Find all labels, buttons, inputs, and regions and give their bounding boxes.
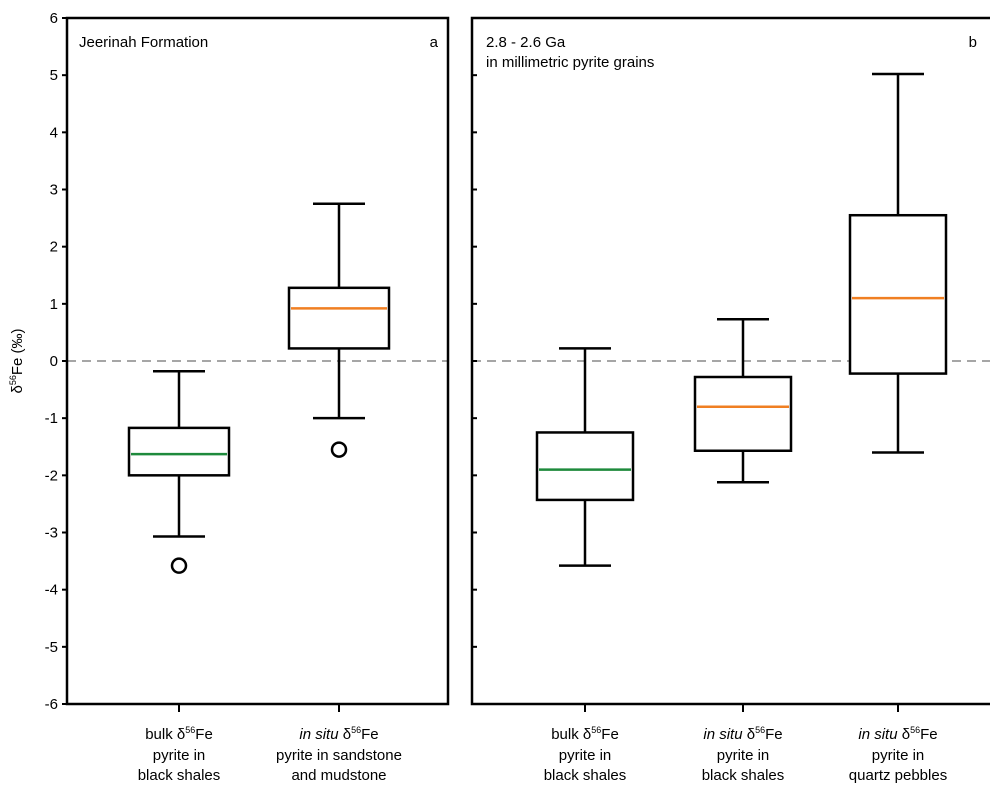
outlier-point bbox=[330, 441, 348, 458]
y-tick-label: 5 bbox=[50, 67, 58, 84]
y-tick-label: 6 bbox=[50, 10, 58, 27]
y-tick-label: 0 bbox=[50, 353, 58, 370]
y-tick-label: -2 bbox=[45, 467, 58, 484]
category-label-line: pyrite in bbox=[717, 747, 770, 764]
y-tick-label: 2 bbox=[50, 239, 58, 256]
category-label-line: black shales bbox=[138, 767, 221, 784]
category-label-line: in situ δ56Fe bbox=[858, 725, 937, 743]
category-label-line: pyrite in bbox=[153, 747, 206, 764]
category-label-line: bulk δ56Fe bbox=[551, 725, 619, 743]
category-label-line: and mudstone bbox=[291, 767, 386, 784]
panel-letter: a bbox=[430, 34, 439, 51]
y-axis-label: δ56Fe (‰) bbox=[8, 328, 26, 393]
panel-b: 2.8 - 2.6 Ga in millimetric pyrite grains… bbox=[470, 16, 990, 784]
panel-letter: b bbox=[969, 34, 977, 51]
category-label-line: bulk δ56Fe bbox=[145, 725, 213, 743]
iqr-box bbox=[848, 213, 948, 375]
category-label-line: black shales bbox=[544, 767, 627, 784]
outlier-point bbox=[170, 557, 188, 574]
category-label-line: pyrite in bbox=[872, 747, 925, 764]
panel-title: Jeerinah Formation bbox=[79, 34, 208, 51]
category-label-line: black shales bbox=[702, 767, 785, 784]
iqr-box bbox=[127, 426, 231, 477]
y-tick-label: 1 bbox=[50, 296, 58, 313]
y-tick-label: -3 bbox=[45, 525, 58, 542]
panel-a: 6 5 4 3 2 1 0 -1 -2 -3 -4 -5 -6 Jeerinah Formation a bu… bbox=[45, 10, 450, 784]
y-tick-label: 3 bbox=[50, 182, 58, 199]
iqr-box bbox=[693, 375, 793, 453]
y-tick-label: -5 bbox=[45, 639, 58, 656]
category-label-line: quartz pebbles bbox=[849, 767, 947, 784]
y-tick-label: 4 bbox=[50, 124, 58, 141]
iqr-box bbox=[535, 431, 635, 502]
y-tick-label: -6 bbox=[45, 696, 58, 713]
category-label-line: in situ δ56Fe bbox=[703, 725, 782, 743]
panel-title: in millimetric pyrite grains bbox=[486, 54, 654, 71]
y-tick-label: -4 bbox=[45, 582, 58, 599]
category-label-line: pyrite in sandstone bbox=[276, 747, 402, 764]
category-label-line: in situ δ56Fe bbox=[299, 725, 378, 743]
y-tick-label: -1 bbox=[45, 410, 58, 427]
iqr-box bbox=[287, 286, 391, 350]
panel-title: 2.8 - 2.6 Ga bbox=[486, 34, 566, 51]
category-label-line: pyrite in bbox=[559, 747, 612, 764]
